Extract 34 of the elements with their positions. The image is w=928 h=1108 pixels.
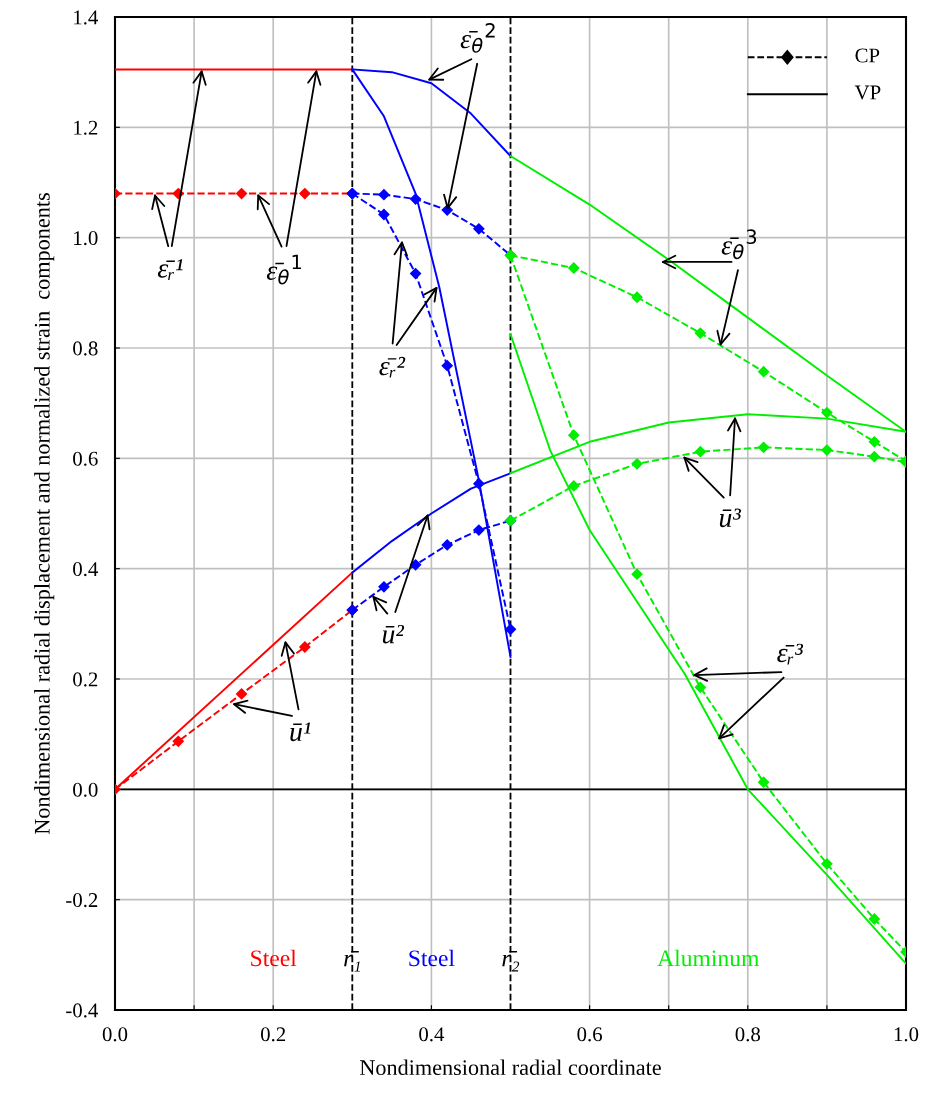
annotation: Steel <box>409 949 455 967</box>
y-tick-label: 0.4 <box>73 562 99 577</box>
annotation: Aluminum <box>657 949 760 967</box>
x-tick-label: 0.2 <box>260 1027 286 1042</box>
annotation: ε̄$_{θ}$$^{1}$ <box>266 254 302 285</box>
x-axis-title: Nondimensional radial coordinate <box>359 1059 661 1076</box>
annotation: ε̄$_{θ}$$^{2}$ <box>460 23 495 53</box>
ref-line-label: r̄₁ <box>344 951 360 972</box>
x-tick-label: 0.0 <box>102 1027 128 1042</box>
y-tick-label: 1.2 <box>74 120 98 135</box>
y-tick-label: -0.2 <box>66 893 98 908</box>
annotation: ε̄$_{θ}$$^{3}$ <box>721 229 757 260</box>
annotation: CP <box>855 48 880 63</box>
annotation: ε̄ᵣ¹ <box>157 259 183 280</box>
annotation: Steel <box>251 949 297 967</box>
annotation: ε̄ᵣ² <box>379 356 406 378</box>
annotation: ε̄ᵣ³ <box>777 643 804 665</box>
x-tick-label: 1.0 <box>894 1027 919 1042</box>
y-tick-label: -0.4 <box>66 1003 99 1018</box>
annotation: ū² <box>382 624 405 644</box>
y-tick-label: 1.0 <box>74 231 98 246</box>
y-tick-label: 0.2 <box>73 672 98 687</box>
annotation: ū³ <box>719 508 742 528</box>
annotation: ū¹ <box>290 722 311 742</box>
annotation: VP <box>854 85 881 100</box>
ref-line-label: r̄₂ <box>502 951 520 972</box>
y-tick-label: 0.6 <box>73 451 98 466</box>
x-tick-label: 0.4 <box>419 1027 445 1042</box>
y-tick-label: 0.0 <box>73 782 98 797</box>
x-tick-label: 0.8 <box>735 1027 761 1042</box>
y-axis-title: Nondimensional radial displacement and normalized strain components <box>34 193 55 835</box>
y-tick-label: 0.8 <box>73 341 98 356</box>
y-tick-label: 1.4 <box>74 10 99 25</box>
x-tick-label: 0.6 <box>577 1027 602 1042</box>
